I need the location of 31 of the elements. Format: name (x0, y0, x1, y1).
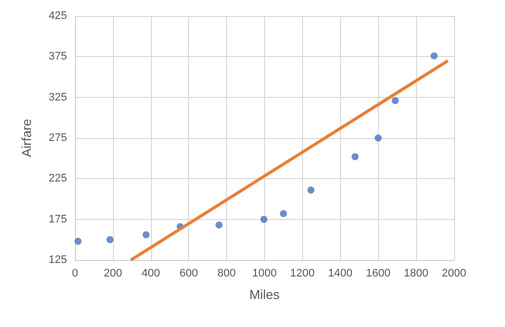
point (280, 210, 287, 218)
point (307, 186, 314, 194)
x-tick-label: 1200 (290, 268, 315, 280)
y-tick-label: 225 (48, 172, 67, 185)
point (374, 134, 382, 142)
y-tick-label: 175 (48, 213, 67, 226)
x-tick-label: 1800 (404, 268, 428, 280)
y-tick-label: 325 (48, 91, 67, 104)
x-tick-label: 0 (72, 268, 78, 280)
point (260, 216, 268, 223)
point (74, 238, 82, 245)
x-tick-label: 200 (104, 268, 122, 280)
point (106, 236, 114, 244)
y-tick-label: 375 (48, 50, 67, 63)
y-axis-title: Airfare (19, 118, 34, 158)
y-tick-label: 275 (48, 132, 67, 144)
x-tick-label: 1000 (252, 268, 277, 280)
x-tick-label: 800 (217, 268, 236, 280)
y-tick-label: 125 (48, 254, 67, 266)
point (392, 97, 399, 104)
point (430, 52, 438, 60)
x-tick-label: 1400 (328, 268, 353, 280)
x-axis-title: Miles (249, 287, 280, 302)
point (142, 231, 150, 238)
y-tick-label: 425 (48, 10, 67, 22)
x-tick-label: 2000 (442, 268, 466, 280)
x-tick-label: 400 (142, 268, 160, 280)
point (216, 222, 223, 229)
x-tick-label: 600 (180, 268, 198, 280)
x-tick-label: 1600 (366, 268, 390, 280)
point (352, 153, 359, 160)
